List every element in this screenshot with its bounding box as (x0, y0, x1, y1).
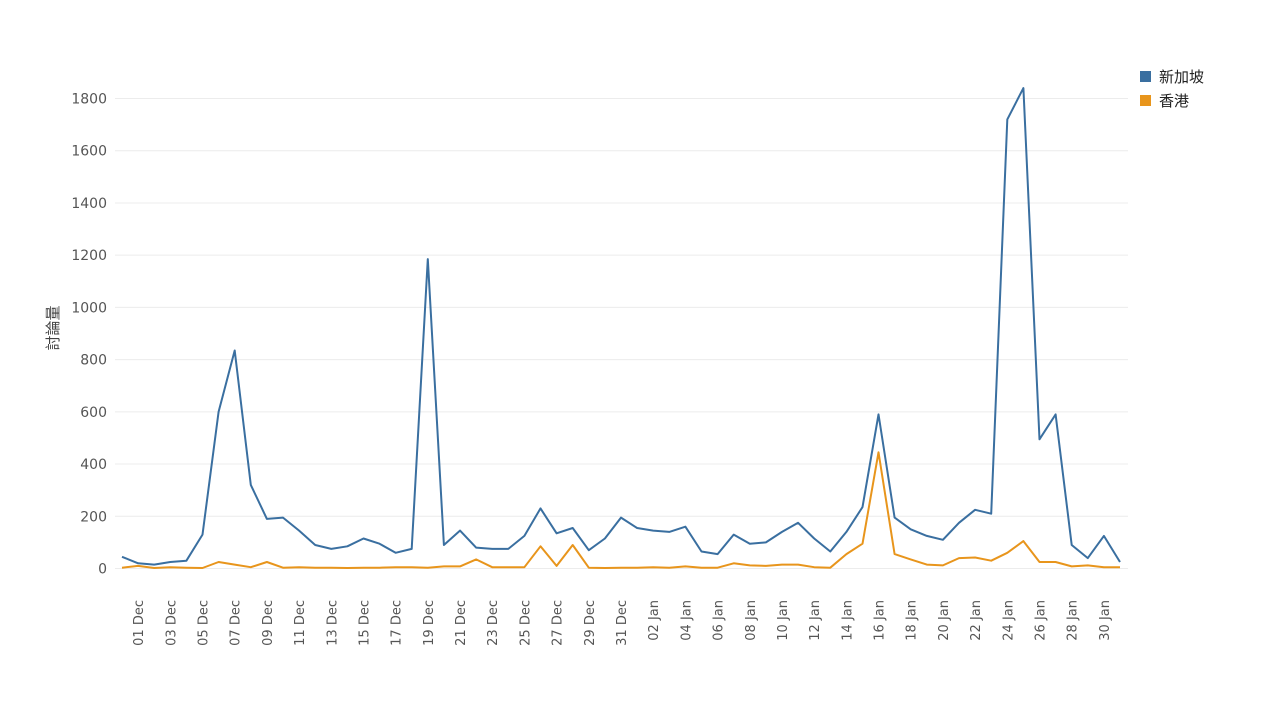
x-tick-label: 22 Jan (969, 600, 984, 641)
x-tick-label: 09 Dec (261, 600, 276, 646)
legend-swatch-series-1 (1140, 94, 1151, 106)
legend-swatch-series-0 (1140, 70, 1151, 82)
x-tick-label: 26 Jan (1034, 600, 1049, 641)
legend: 新加坡 香港 (1140, 64, 1204, 112)
x-tick-label: 29 Dec (583, 600, 598, 646)
x-tick-label: 05 Dec (196, 600, 211, 646)
x-tick-label: 17 Dec (390, 600, 405, 646)
x-tick-label: 11 Dec (293, 600, 308, 646)
x-tick-label: 28 Jan (1066, 600, 1081, 641)
legend-label-series-0: 新加坡 (1159, 67, 1205, 86)
x-tick-label: 03 Dec (164, 600, 179, 646)
x-tick-label: 15 Dec (357, 600, 372, 646)
y-axis-title: 討論量 (44, 305, 62, 350)
x-tick-label: 06 Jan (712, 600, 727, 641)
y-axis: 0 200 400 600 800 1000 1200 1400 1600 1800 (71, 92, 107, 578)
series-line-0[interactable] (121, 87, 1121, 566)
x-tick-label: 27 Dec (551, 600, 566, 646)
x-axis: 01 Dec 03 Dec 05 Dec 07 Dec 09 Dec 11 Dec 13 D… (132, 600, 1113, 646)
x-tick-label: 12 Jan (808, 600, 823, 641)
x-tick-label: 31 Dec (615, 600, 630, 646)
x-tick-label: 24 Jan (1001, 600, 1016, 641)
x-tick-label: 02 Jan (647, 600, 662, 641)
x-tick-label: 25 Dec (518, 600, 533, 646)
x-tick-label: 07 Dec (229, 600, 244, 646)
series-lines (121, 87, 1121, 569)
x-tick-label: 23 Dec (486, 600, 501, 646)
legend-item-series-1[interactable]: 香港 (1140, 88, 1204, 112)
y-tick-label: 0 (98, 562, 107, 578)
x-tick-label: 21 Dec (454, 600, 469, 646)
x-tick-label: 20 Jan (937, 600, 952, 641)
y-tick-label: 1200 (71, 248, 107, 264)
legend-label-series-1: 香港 (1159, 91, 1190, 110)
y-tick-label: 1600 (71, 144, 107, 160)
x-tick-label: 30 Jan (1098, 600, 1113, 641)
y-tick-label: 800 (80, 353, 107, 369)
y-tick-label: 400 (80, 457, 107, 473)
x-tick-label: 10 Jan (776, 600, 791, 641)
gridlines (115, 98, 1128, 569)
y-tick-label: 1800 (71, 92, 107, 108)
x-tick-label: 14 Jan (840, 600, 855, 641)
x-tick-label: 19 Dec (422, 600, 437, 646)
x-tick-label: 18 Jan (905, 600, 920, 641)
series-line-1[interactable] (121, 451, 1120, 569)
x-tick-label: 04 Jan (679, 600, 694, 641)
legend-item-series-0[interactable]: 新加坡 (1140, 64, 1204, 88)
x-tick-label: 13 Dec (325, 600, 340, 646)
y-tick-label: 200 (80, 509, 107, 525)
x-tick-label: 16 Jan (873, 600, 888, 641)
y-tick-label: 1400 (71, 196, 107, 212)
y-tick-label: 1000 (71, 300, 107, 316)
y-tick-label: 600 (80, 405, 107, 421)
x-tick-label: 01 Dec (132, 600, 147, 646)
x-tick-label: 08 Jan (744, 600, 759, 641)
